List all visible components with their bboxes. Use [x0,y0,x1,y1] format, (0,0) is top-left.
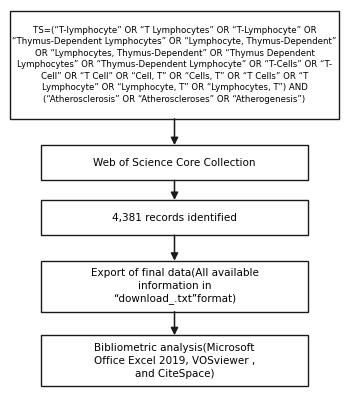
FancyBboxPatch shape [41,261,308,312]
Text: TS=(“T-lymphocyte” OR “T Lymphocytes” OR “T-Lymphocyte” OR
“Thymus-Dependent Lym: TS=(“T-lymphocyte” OR “T Lymphocytes” OR… [12,26,337,104]
Text: Bibliometric analysis(Microsoft
Office Excel 2019, VOSviewer ,
and CiteSpace): Bibliometric analysis(Microsoft Office E… [94,343,255,378]
FancyBboxPatch shape [41,200,308,235]
Text: Web of Science Core Collection: Web of Science Core Collection [93,158,256,168]
Text: Export of final data(All available
information in
“download_.txt”format): Export of final data(All available infor… [90,268,259,304]
Text: 4,381 records identified: 4,381 records identified [112,213,237,223]
FancyBboxPatch shape [41,145,308,180]
FancyBboxPatch shape [41,335,308,386]
FancyBboxPatch shape [10,11,339,119]
